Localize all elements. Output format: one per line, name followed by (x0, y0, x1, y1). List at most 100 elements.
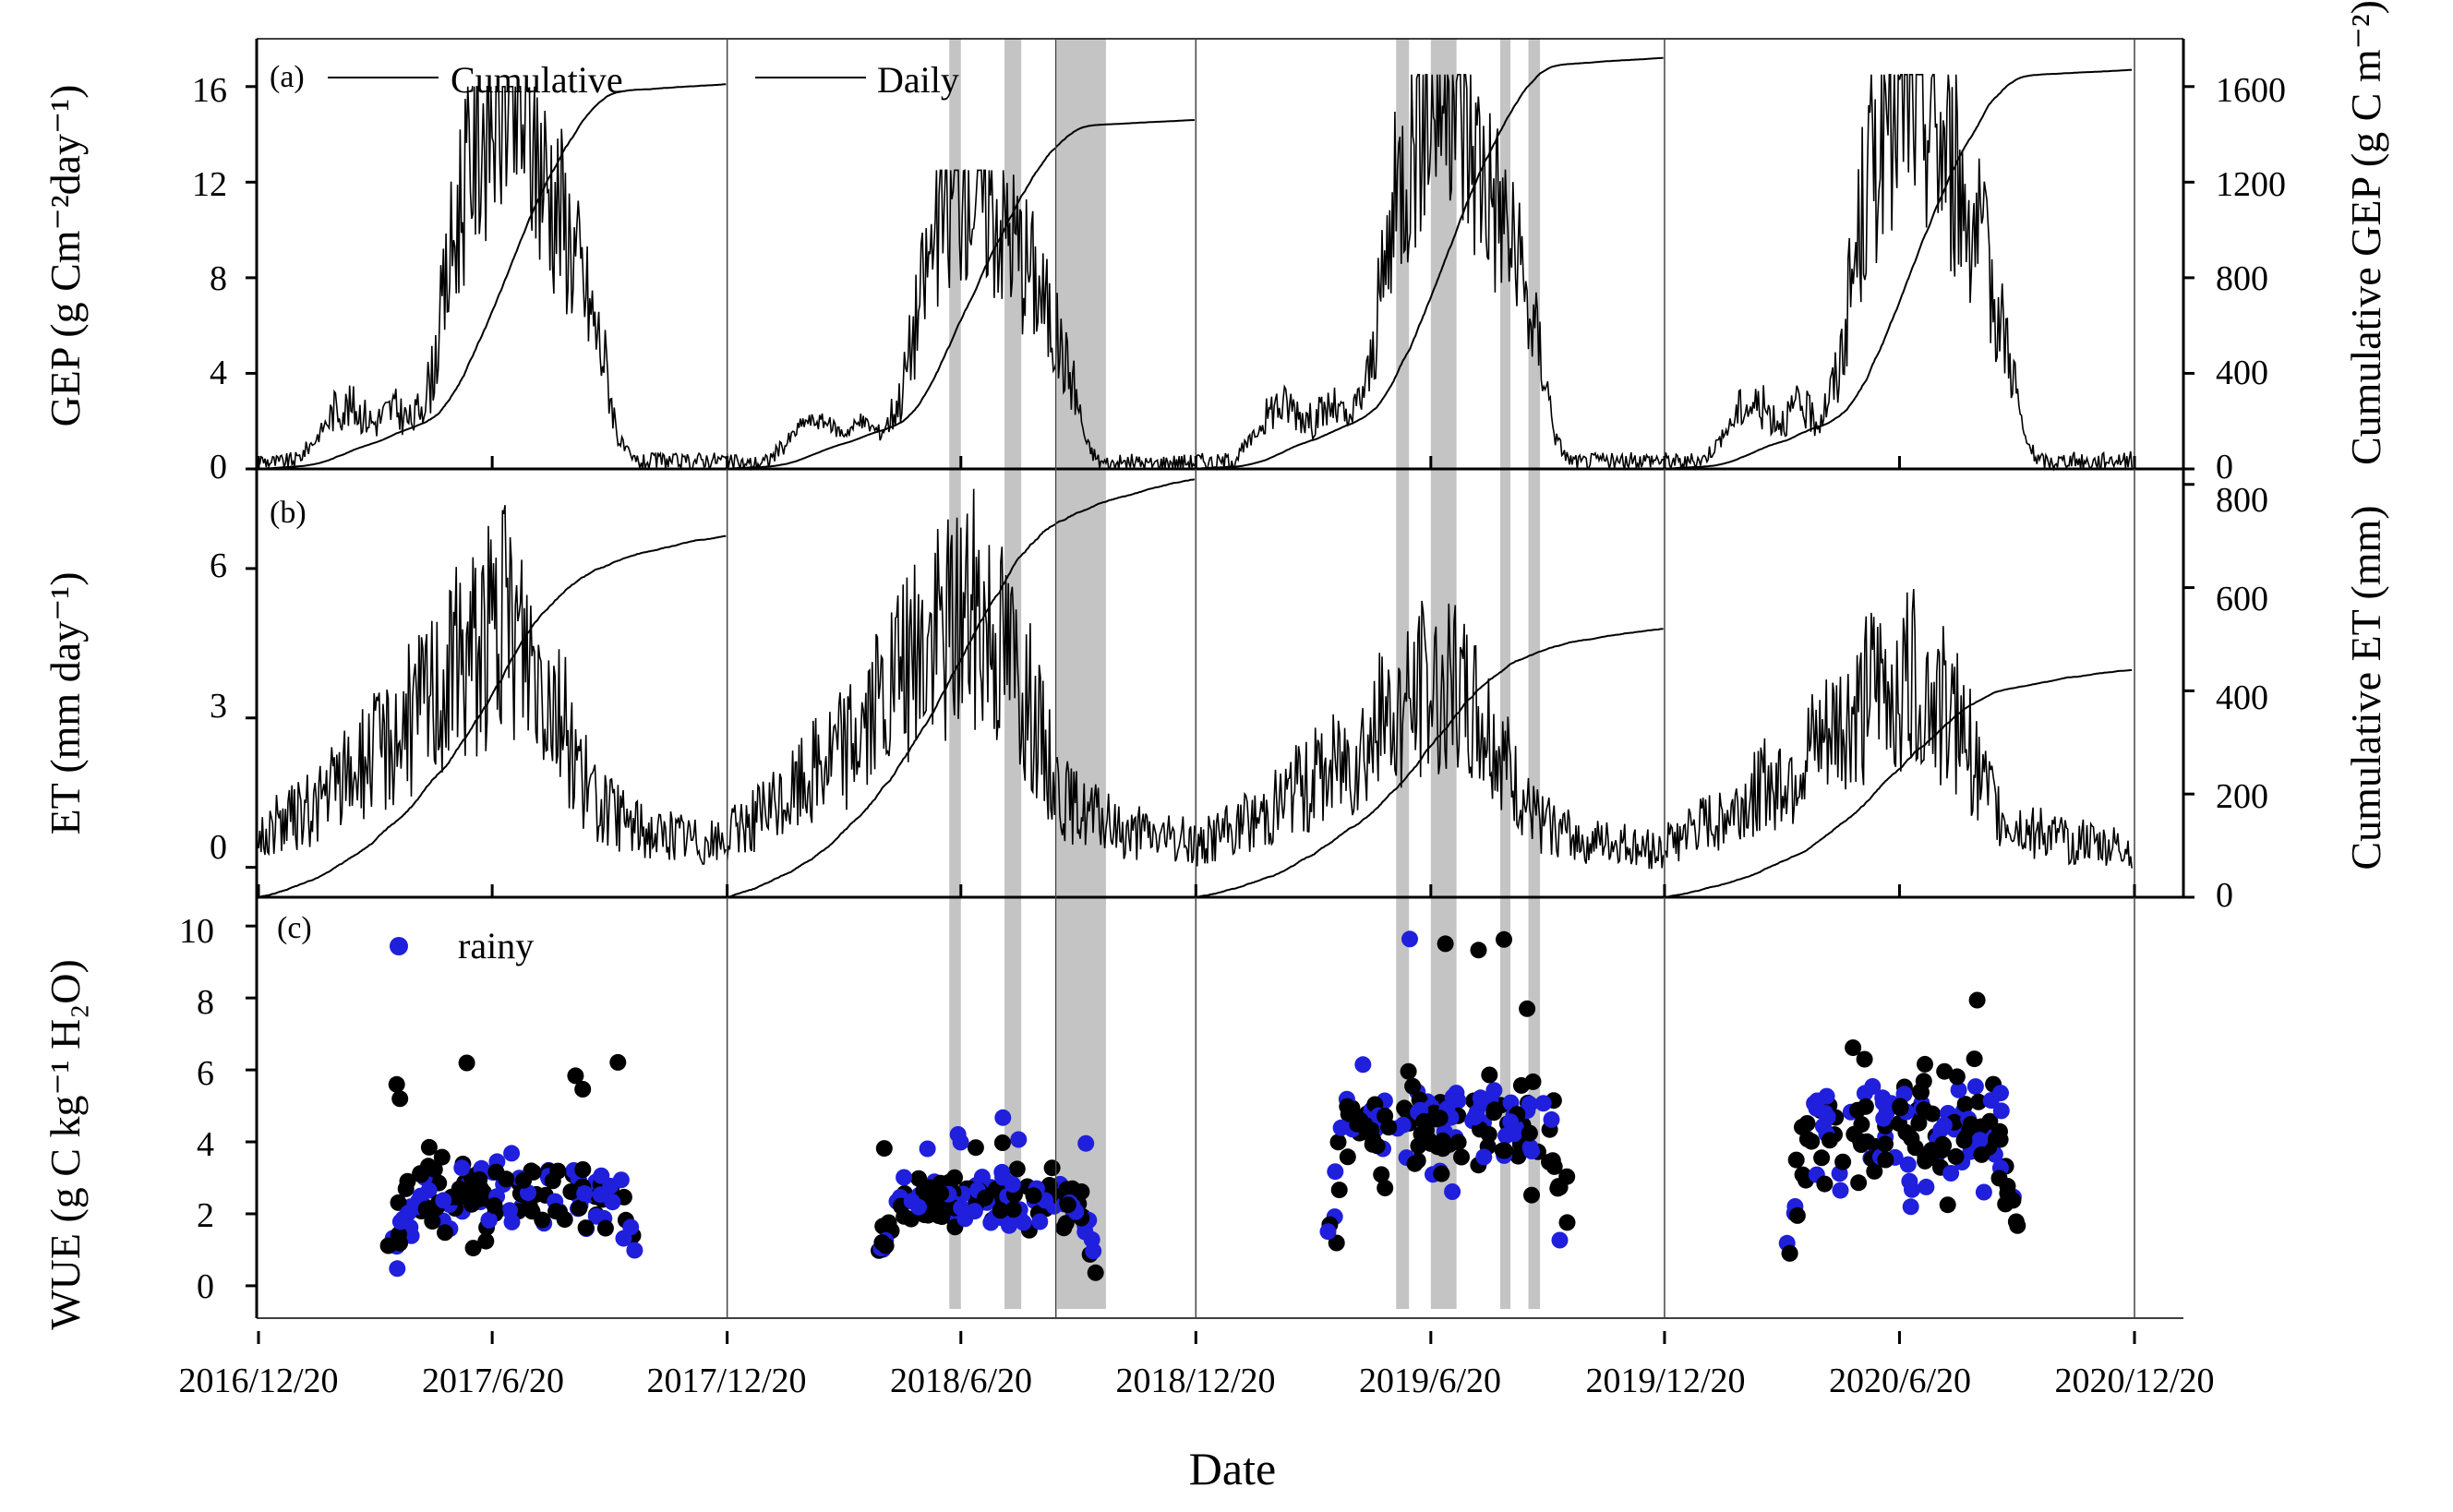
wue-point-rainy-282 (896, 1169, 913, 1186)
wue-point-dry-403 (1521, 1124, 1538, 1142)
wue-point-dry-576 (1917, 1148, 1934, 1166)
wue-point-dry-148 (487, 1163, 505, 1181)
gep-cumulative-line-year-2 (727, 119, 1195, 470)
wue-point-dry-524 (1816, 1175, 1834, 1193)
axis-ticks (246, 85, 2194, 1344)
wue-point-dry-433 (1339, 1148, 1356, 1166)
gep-y-axis-label: GEP (g Cm⁻²day⁻¹) (42, 85, 89, 427)
gep-ytick-12: 12 (192, 165, 227, 204)
wue-point-rainy-364 (1521, 1139, 1539, 1156)
wue-point-dry-597 (1892, 1099, 1909, 1117)
xtick-2019-12-20: 2019/12/20 (1585, 1362, 1745, 1400)
wue-point-rainy-144 (394, 1210, 412, 1228)
cumulative-et-axis-label: Cumulative ET (mm) (2342, 505, 2389, 870)
wue-point-rainy-115 (626, 1242, 643, 1259)
wue-point-dry-575 (1798, 1131, 1816, 1148)
gep-cumulative-series (259, 56, 2133, 470)
wue-ytick-10: 10 (179, 912, 214, 951)
wue-point-dry-581 (1934, 1135, 1952, 1153)
wue-point-dry-382 (1523, 1186, 1540, 1204)
xtick-2017-6-20: 2017/6/20 (422, 1362, 564, 1400)
wue-ytick-6: 6 (197, 1054, 214, 1093)
wue-point-dry-434 (1558, 1214, 1576, 1231)
wue-point-dry-28 (420, 1138, 438, 1156)
wue-point-dry-230 (880, 1214, 897, 1231)
wue-point-dry-440 (1380, 1119, 1398, 1136)
xtick-2017-12-20: 2017/12/20 (646, 1362, 806, 1400)
wue-point-rainy-587 (1992, 1085, 2009, 1102)
wue-point-dry-118 (547, 1203, 565, 1220)
wue-point-dry-559 (1781, 1244, 1798, 1262)
wue-point-rainy-476 (1966, 1078, 1984, 1096)
gep-daily-line-year-2 (726, 169, 1196, 472)
wue-point-dry-140 (515, 1171, 533, 1189)
wue-point-rainy-548 (1971, 1132, 1989, 1149)
wue-point-dry-135 (458, 1182, 475, 1199)
wue-point-rainy-93 (501, 1202, 518, 1219)
wue-point-rainy-497 (1918, 1178, 1935, 1195)
wue-point-rainy-443 (1502, 1113, 1520, 1131)
xtick-2018-6-20: 2018/6/20 (890, 1362, 1032, 1400)
cum-et-ytick-800: 800 (2216, 481, 2268, 520)
wue-point-dry-254 (1040, 1177, 1058, 1194)
wue-point-rainy-482 (1950, 1081, 1967, 1098)
wue-point-rainy-394 (1497, 1127, 1515, 1145)
wue-point-rainy-392 (1521, 1096, 1538, 1113)
wue-point-dry-406 (1328, 1234, 1345, 1252)
wue-point-dry-428 (1415, 1112, 1433, 1130)
wue-point-rainy-564 (1904, 1181, 1920, 1198)
wue-point-dry-492 (2007, 1213, 2025, 1230)
wue-point-rainy-329 (1534, 1095, 1552, 1112)
wue-point-dry-145 (463, 1195, 480, 1213)
wue-point-dry-422 (1433, 1165, 1450, 1182)
wue-point-dry-297 (932, 1184, 950, 1202)
wue-point-dry-228 (992, 1202, 1009, 1219)
wue-point-dry-457 (1936, 1062, 1954, 1080)
wue-point-rainy-137 (435, 1192, 452, 1209)
gep-daily-line-year-4 (1664, 74, 2133, 472)
wue-point-dry-55 (397, 1180, 415, 1197)
wue-point-rainy-500 (1899, 1156, 1917, 1173)
wue-point-rainy-215 (1085, 1242, 1102, 1260)
wue-point-dry-125 (477, 1232, 495, 1250)
wue-point-dry-259 (993, 1134, 1011, 1151)
wue-point-dry-151 (967, 1139, 984, 1157)
wue-point-rainy-327 (1354, 1056, 1372, 1074)
wue-point-dry-80 (390, 1226, 407, 1243)
wue-point-dry-37 (390, 1194, 407, 1211)
wue-point-dry-477 (1956, 1096, 1974, 1113)
wue-point-dry-411 (1524, 1073, 1542, 1090)
wue-point-dry-554 (1990, 1170, 2008, 1187)
et-daily-line-year-1 (258, 505, 727, 865)
shaded-period-2 (1004, 39, 1022, 1309)
wue-point-dry-292 (873, 1234, 891, 1252)
wue-point-rainy-449 (1444, 1088, 1461, 1106)
wue-point-dry-257 (946, 1169, 963, 1186)
wue-point-dry-122 (521, 1198, 538, 1215)
gep-cumulative-line-year-1 (259, 83, 727, 470)
xtick-2016-12-20: 2016/12/20 (178, 1362, 338, 1400)
wue-point-dry-74 (534, 1211, 551, 1229)
shaded-period-6 (1499, 39, 1511, 1309)
gep-cumulative-line-year-4 (1664, 68, 2133, 470)
cum-gep-ytick-800: 800 (2216, 259, 2268, 298)
xtick-2018-12-20: 2018/12/20 (1115, 1362, 1275, 1400)
wue-point-dry-287 (1055, 1219, 1073, 1237)
wue-ytick-2: 2 (197, 1196, 214, 1235)
wue-point-dry-92 (567, 1067, 584, 1085)
et-daily-line-year-4 (1664, 588, 2133, 869)
gep-daily-line-year-3 (1195, 74, 1664, 472)
wue-point-dry-119 (544, 1172, 561, 1190)
wue-point-dry-478 (1970, 1093, 1988, 1110)
et-daily-line-year-2 (726, 488, 1196, 864)
wue-point-dry-599 (1877, 1151, 1894, 1169)
wue-point-rainy-213 (919, 1140, 936, 1158)
wue-point-dry-591 (1962, 1116, 1979, 1133)
et-cumulative-line-year-3 (1196, 628, 1664, 898)
wue-point-dry-245 (875, 1140, 893, 1158)
wue-point-rainy-114 (480, 1211, 498, 1229)
wue-point-dry-483 (1850, 1174, 1868, 1192)
wue-point-dry-331 (1519, 1000, 1536, 1017)
wue-point-dry-552 (1813, 1149, 1831, 1167)
